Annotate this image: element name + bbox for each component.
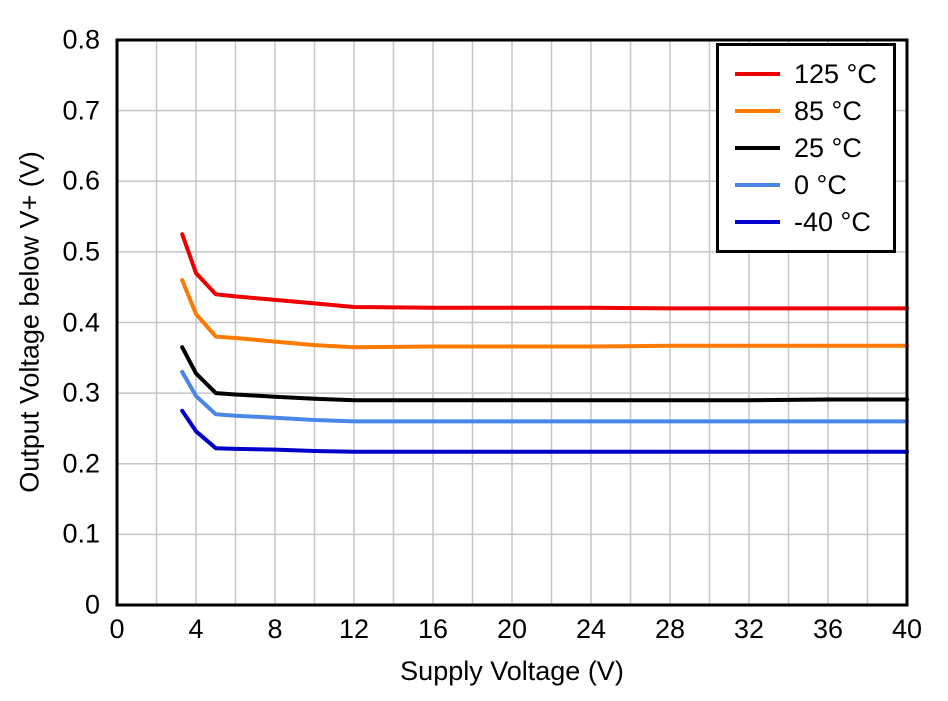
legend-swatch-0c bbox=[735, 183, 780, 187]
legend-swatch-n40c bbox=[735, 220, 780, 224]
legend-swatch-125c bbox=[735, 72, 780, 76]
legend-item-125c: 125 °C bbox=[735, 58, 877, 90]
series-line-125c bbox=[180, 232, 909, 311]
legend-item-0c: 0 °C bbox=[735, 169, 877, 201]
x-tick-label: 8 bbox=[267, 614, 283, 644]
y-tick-label: 0.4 bbox=[62, 307, 100, 337]
legend-swatch-25c bbox=[735, 146, 780, 150]
y-tick-labels: 0 0.1 0.2 0.3 0.4 0.5 0.6 0.7 0.8 bbox=[0, 0, 103, 701]
y-tick-label: 0.1 bbox=[62, 518, 100, 549]
x-axis-title: Supply Voltage (V) bbox=[400, 656, 624, 686]
plot-area bbox=[115, 38, 909, 607]
legend-label-85c: 85 °C bbox=[794, 95, 862, 126]
legend-label-0c: 0 °C bbox=[794, 169, 847, 200]
x-tick-label: 0 bbox=[109, 614, 125, 644]
series-line-0c bbox=[180, 369, 909, 424]
y-tick-label: 0.5 bbox=[62, 236, 100, 267]
x-tick-label: 36 bbox=[812, 614, 844, 644]
y-tick-label: 0.2 bbox=[62, 448, 100, 479]
y-tick-label: 0 bbox=[84, 589, 100, 620]
series-line-n40c bbox=[180, 408, 909, 454]
x-tick-label: 4 bbox=[188, 614, 204, 644]
x-tick-labels: 0 4 8 12 16 20 24 28 32 36 40 bbox=[0, 616, 948, 646]
x-tick-label: 12 bbox=[338, 614, 370, 644]
x-tick-label: 28 bbox=[654, 614, 686, 644]
legend-item-85c: 85 °C bbox=[735, 95, 877, 127]
legend-item-25c: 25 °C bbox=[735, 132, 877, 164]
legend-item-n40c: -40 °C bbox=[735, 206, 877, 238]
legend-swatch-85c bbox=[735, 109, 780, 113]
plot-frame-border bbox=[115, 38, 909, 607]
x-tick-label: 32 bbox=[733, 614, 765, 644]
x-tick-label: 20 bbox=[496, 614, 528, 644]
series-line-25c bbox=[180, 345, 909, 403]
legend: 125 °C 85 °C 25 °C 0 °C -40 °C bbox=[716, 43, 896, 253]
legend-label-25c: 25 °C bbox=[794, 132, 862, 163]
legend-label-125c: 125 °C bbox=[794, 58, 877, 89]
x-tick-label: 16 bbox=[417, 614, 449, 644]
y-tick-label: 0.3 bbox=[62, 377, 100, 408]
plot-canvas bbox=[115, 38, 909, 607]
legend-label-n40c: -40 °C bbox=[794, 206, 871, 237]
y-tick-label: 0.7 bbox=[62, 95, 100, 126]
x-tick-label: 24 bbox=[575, 614, 607, 644]
series-line-85c bbox=[180, 278, 909, 350]
x-tick-label: 40 bbox=[891, 614, 923, 644]
y-tick-label: 0.8 bbox=[62, 24, 100, 55]
y-tick-label: 0.6 bbox=[62, 165, 100, 196]
